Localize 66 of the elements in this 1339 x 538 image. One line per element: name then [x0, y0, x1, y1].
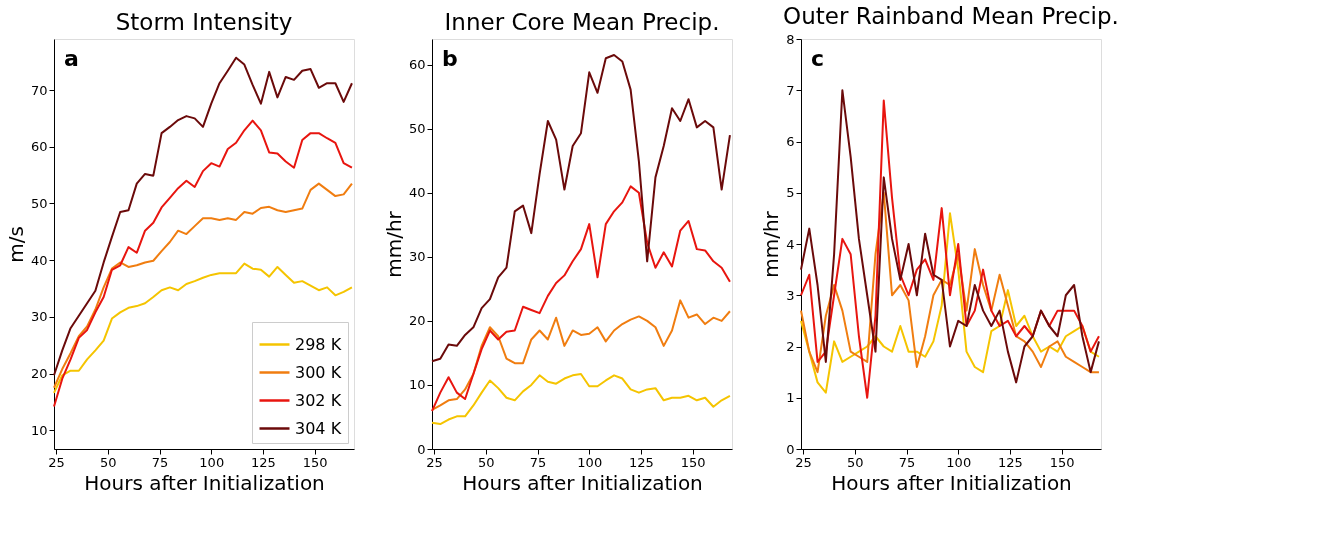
y-tick-label: 8: [786, 31, 795, 47]
x-tick-label: 75: [151, 454, 169, 470]
y-tick-label: 7: [786, 82, 795, 98]
legend-label: 300 K: [295, 362, 342, 382]
y-tick-label: 4: [786, 236, 795, 252]
y-tick-label: 5: [786, 185, 795, 201]
line-series: [53, 56, 353, 377]
x-tick-label: 50: [478, 454, 495, 470]
x-tick-label: 150: [1049, 454, 1075, 470]
x-tick-label: 125: [251, 454, 276, 470]
chart-title: Storm Intensity: [115, 9, 293, 35]
line-series: [431, 373, 731, 426]
x-axis-title: Hours after Initialization: [462, 470, 703, 495]
line-series: [53, 262, 353, 394]
x-tick-label: 75: [529, 454, 547, 470]
x-tick-label: 100: [577, 454, 603, 470]
line-series: [53, 182, 353, 389]
y-tick-label: 10: [30, 422, 48, 438]
x-tick-label: 25: [795, 454, 812, 470]
x-tick-label: 125: [629, 454, 654, 470]
x-tick-label: 25: [48, 454, 65, 470]
y-tick-label: 20: [30, 366, 48, 382]
line-series: [800, 191, 1100, 374]
x-tick-label: 100: [946, 454, 972, 470]
x-tick-label: 25: [426, 454, 443, 470]
x-tick-label: 125: [998, 454, 1023, 470]
y-tick-label: 40: [408, 185, 426, 201]
y-tick-label: 0: [417, 441, 426, 457]
annotation: b: [442, 46, 458, 71]
y-tick-label: 50: [30, 195, 48, 211]
chart-title: Inner Core Mean Precip.: [444, 9, 720, 35]
y-tick-label: 60: [408, 57, 426, 73]
y-axis-title: m/s: [3, 226, 28, 263]
x-axis-title: Hours after Initialization: [831, 470, 1072, 495]
legend-label: 298 K: [295, 334, 342, 354]
line-series: [53, 119, 353, 408]
y-tick-label: 30: [30, 309, 48, 325]
y-tick-label: 6: [786, 134, 795, 149]
x-tick-label: 75: [898, 454, 916, 470]
y-tick-label: 50: [408, 121, 426, 137]
y-tick-label: 0: [786, 441, 795, 457]
x-tick-label: 50: [100, 454, 117, 470]
y-axis-title: mm/hr: [381, 210, 406, 278]
x-tick-label: 50: [847, 454, 864, 470]
x-axis-title: Hours after Initialization: [84, 470, 325, 495]
y-tick-label: 3: [786, 287, 795, 303]
line-series: [431, 299, 731, 411]
legend-label: 302 K: [295, 390, 342, 410]
legend-label: 304 K: [295, 418, 342, 438]
line-series: [431, 185, 731, 413]
y-tick-label: 1: [786, 390, 795, 406]
chart-title: Outer Rainband Mean Precip.: [783, 3, 1119, 29]
line-series: [800, 212, 1100, 394]
y-tick-label: 30: [408, 249, 426, 265]
y-tick-label: 20: [408, 313, 426, 329]
y-axis-title: mm/hr: [759, 210, 784, 278]
x-tick-label: 100: [199, 454, 225, 470]
y-tick-label: 2: [786, 339, 795, 354]
y-tick-label: 70: [30, 82, 48, 98]
x-tick-label: 150: [302, 454, 328, 470]
x-tick-label: 150: [680, 454, 706, 470]
y-tick-label: 40: [30, 252, 48, 268]
annotation: a: [64, 46, 79, 71]
y-tick-label: 10: [408, 377, 426, 393]
y-tick-label: 60: [30, 139, 48, 155]
annotation: c: [811, 46, 825, 71]
